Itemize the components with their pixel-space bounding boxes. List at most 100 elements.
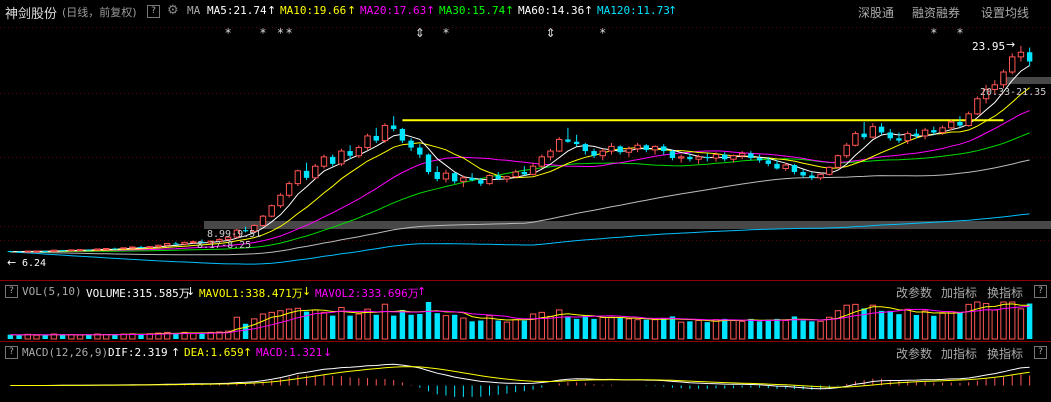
candle-up bbox=[939, 127, 946, 133]
candle-down bbox=[643, 145, 650, 150]
volume-bar bbox=[399, 309, 406, 339]
volume-help-right-button[interactable]: ? bbox=[1034, 285, 1047, 298]
candle-up bbox=[33, 250, 40, 253]
candle-up bbox=[216, 238, 223, 242]
volume-bar bbox=[478, 320, 484, 339]
candle-up bbox=[974, 98, 981, 115]
volume-bar bbox=[442, 315, 450, 340]
candle-down bbox=[861, 133, 867, 138]
volume-bar bbox=[599, 316, 606, 340]
macd-help-right-button[interactable]: ? bbox=[1034, 346, 1047, 359]
volume-bar bbox=[86, 334, 92, 339]
ma20-line bbox=[10, 110, 1030, 253]
candle-up bbox=[102, 248, 110, 251]
macd-help-button[interactable]: ? bbox=[5, 346, 18, 359]
gear-icon[interactable]: ⚙ bbox=[167, 3, 179, 18]
candle-up bbox=[277, 194, 284, 207]
volume-bar bbox=[381, 303, 389, 340]
candle-down bbox=[417, 147, 423, 155]
volume-bar bbox=[608, 316, 615, 340]
low-arrow-icon: ← bbox=[7, 256, 17, 269]
range-label-2: 8.17-8.25 bbox=[197, 240, 252, 251]
candle-up bbox=[486, 174, 493, 185]
volume-bar bbox=[948, 311, 955, 340]
link-set-ma[interactable]: 设置均线 bbox=[981, 6, 1030, 20]
macd-add-indicator-button[interactable]: 加指标 bbox=[941, 347, 978, 361]
star-marker: ⇕ bbox=[415, 26, 425, 40]
volume-bar bbox=[76, 334, 84, 340]
star-marker: * bbox=[260, 26, 266, 40]
volume-bar bbox=[791, 316, 798, 339]
ma5-value: MA5:21.74 bbox=[207, 4, 267, 17]
volume-panel-header: ? VOL(5,10) VOLUME:315.585万 ↓ MAVOL1:338… bbox=[0, 281, 1051, 301]
ma60-line bbox=[10, 159, 1030, 256]
volume-bar bbox=[373, 314, 379, 339]
star-marker: * bbox=[931, 26, 937, 40]
candle-up bbox=[285, 183, 293, 196]
ma10-value: MA10:19.66 bbox=[280, 4, 347, 17]
volume-bar bbox=[756, 321, 763, 339]
volume-bar bbox=[138, 334, 144, 339]
candle-up bbox=[634, 144, 641, 150]
candle-up bbox=[921, 129, 929, 137]
candle-up bbox=[1000, 71, 1007, 86]
volume-bar bbox=[809, 321, 815, 339]
volume-bar bbox=[155, 332, 162, 340]
candle-up bbox=[608, 145, 615, 152]
link-shenzhen-connect[interactable]: 深股通 bbox=[858, 6, 895, 20]
candle-down bbox=[582, 144, 589, 152]
volume-bar bbox=[181, 331, 188, 340]
up-arrow-icon: ↑ bbox=[347, 4, 357, 17]
volume-edit-params-button[interactable]: 改参数 bbox=[896, 286, 933, 300]
volume-bar bbox=[634, 319, 641, 340]
macd-edit-params-button[interactable]: 改参数 bbox=[896, 347, 933, 361]
volume-bar bbox=[573, 318, 580, 339]
volume-bar bbox=[285, 308, 293, 340]
candle-down bbox=[913, 133, 920, 136]
volume-bar bbox=[50, 333, 58, 340]
volume-switch-indicator-button[interactable]: 换指标 bbox=[987, 286, 1024, 300]
volume-bar bbox=[887, 310, 893, 339]
volume-indicator-name: VOL(5,10) bbox=[22, 285, 82, 298]
candle-down bbox=[661, 146, 667, 152]
candle-up bbox=[965, 113, 972, 126]
candle-down bbox=[591, 151, 597, 156]
star-marker: * bbox=[957, 26, 963, 40]
volume-add-indicator-button[interactable]: 加指标 bbox=[941, 286, 978, 300]
price-panel-header: 神剑股份 (日线，前复权) ? ⚙ MA MA5:21.74 ↑ MA10:19… bbox=[0, 0, 1051, 22]
candle-up bbox=[948, 121, 955, 129]
volume-bar bbox=[68, 334, 75, 340]
volume-bar bbox=[451, 314, 458, 339]
link-margin-trading[interactable]: 融资融券 bbox=[912, 6, 961, 20]
volume-bar bbox=[320, 311, 328, 340]
candle-down bbox=[408, 140, 414, 148]
help-button[interactable]: ? bbox=[147, 5, 160, 18]
candle-down bbox=[722, 154, 728, 160]
candle-down bbox=[573, 141, 580, 145]
range-label-3: 20.33-21.35 bbox=[980, 87, 1047, 98]
volume-bar bbox=[869, 304, 877, 340]
candle-up bbox=[730, 155, 737, 160]
volume-bar bbox=[503, 321, 511, 340]
volume-bar bbox=[704, 322, 711, 339]
candle-up bbox=[320, 156, 328, 167]
volume-help-button[interactable]: ? bbox=[5, 285, 18, 298]
volume-bar bbox=[921, 310, 929, 340]
candle-down bbox=[765, 160, 771, 164]
candle-up bbox=[146, 246, 153, 249]
volume-bar bbox=[712, 319, 720, 340]
candle-up bbox=[695, 156, 702, 160]
volume-bar bbox=[16, 335, 22, 339]
volume-bar bbox=[651, 319, 659, 340]
high-price-label: 23.95 bbox=[972, 40, 1006, 53]
up-arrow-icon: ↑ bbox=[267, 4, 277, 17]
candle-up bbox=[1017, 51, 1025, 58]
candle-up bbox=[163, 243, 171, 246]
macd-switch-indicator-button[interactable]: 换指标 bbox=[987, 347, 1024, 361]
volume-bar bbox=[730, 320, 737, 340]
volume-bar bbox=[242, 323, 249, 339]
volume-bar bbox=[7, 334, 14, 339]
candle-up bbox=[233, 229, 241, 238]
